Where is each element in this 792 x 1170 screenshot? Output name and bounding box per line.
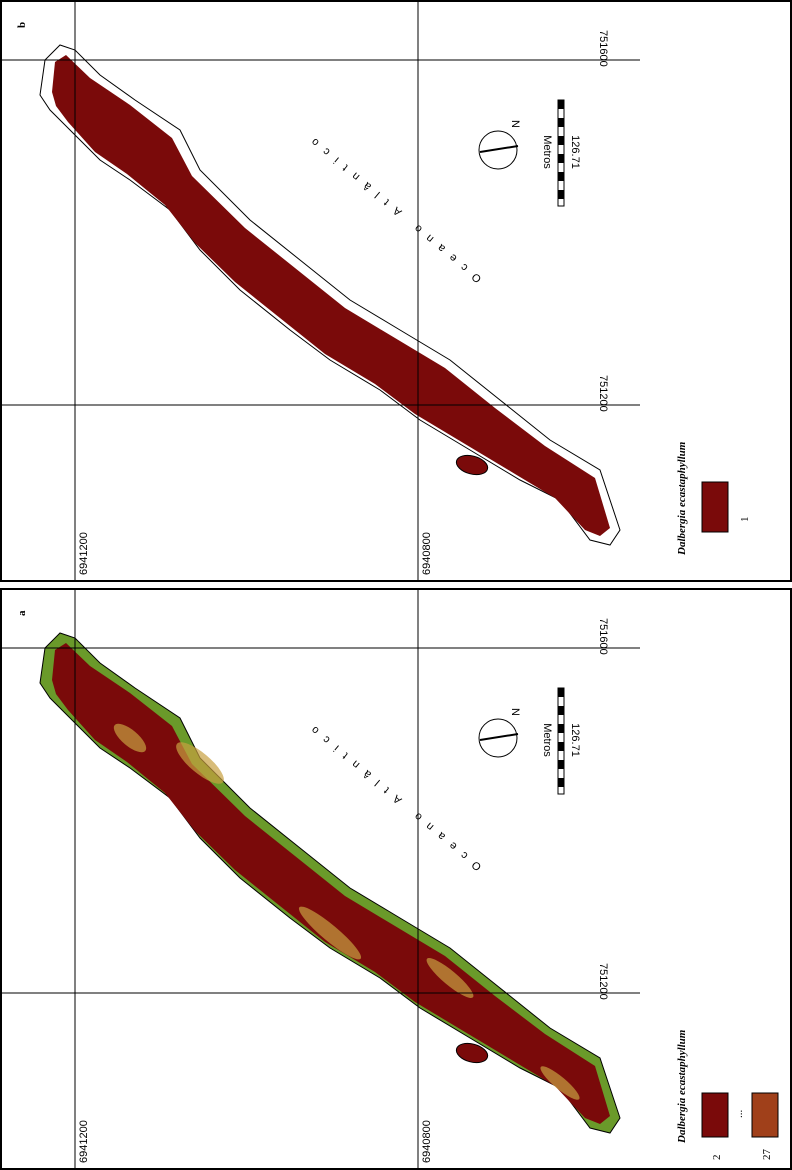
legend-swatch xyxy=(701,481,729,533)
north-needle xyxy=(479,733,519,741)
scale-seg xyxy=(558,688,564,697)
legend-label: 2 xyxy=(711,1155,723,1161)
islet xyxy=(455,454,489,476)
legend-label: 1 xyxy=(739,517,751,523)
grid-x-label: 6940800 xyxy=(421,532,433,575)
grid-x-label: 6940800 xyxy=(421,1120,433,1163)
patch xyxy=(176,742,224,784)
legend-title: Dalbergia ecastaphyllum xyxy=(676,441,688,556)
scale-seg xyxy=(558,760,564,769)
north-needle xyxy=(479,145,519,153)
scale-seg xyxy=(558,778,564,787)
scale-seg xyxy=(558,742,564,751)
scale-seg xyxy=(558,118,564,127)
scale-unit: Metros xyxy=(541,723,553,757)
patch xyxy=(540,1066,580,1100)
scale-seg xyxy=(558,190,564,199)
scale-seg xyxy=(558,172,564,181)
scale-value: 126.71 xyxy=(569,135,581,169)
panel-frame xyxy=(0,0,792,582)
scale-seg xyxy=(558,724,564,733)
grid-y-label: 751600 xyxy=(597,30,609,67)
patch xyxy=(298,906,362,960)
grid-y-label: 751200 xyxy=(597,375,609,412)
grid-y-label: 751600 xyxy=(597,618,609,655)
scale-unit: Metros xyxy=(541,135,553,169)
scale-seg xyxy=(558,154,564,163)
legend-swatch xyxy=(751,1092,779,1138)
grid-x-label: 6941200 xyxy=(78,1120,90,1163)
scale-value: 126.71 xyxy=(569,723,581,757)
legend-title: Dalbergia ecastaphyllum xyxy=(676,1029,688,1144)
north-label: N xyxy=(509,708,521,716)
panel-label: a xyxy=(16,610,28,616)
scale-seg xyxy=(558,706,564,715)
panel-label: b xyxy=(16,22,28,28)
scale-seg xyxy=(558,136,564,145)
legend-label: 27 xyxy=(761,1149,773,1161)
patch xyxy=(426,957,474,999)
north-label: N xyxy=(509,120,521,128)
panel-frame xyxy=(0,588,792,1170)
legend-label: ... xyxy=(733,1110,745,1119)
island-fill xyxy=(52,55,610,536)
legend-swatch xyxy=(701,1092,729,1138)
grid-y-label: 751200 xyxy=(597,963,609,1000)
islet xyxy=(455,1042,489,1064)
patch xyxy=(113,723,147,753)
grid-x-label: 6941200 xyxy=(78,532,90,575)
scale-seg xyxy=(558,100,564,109)
